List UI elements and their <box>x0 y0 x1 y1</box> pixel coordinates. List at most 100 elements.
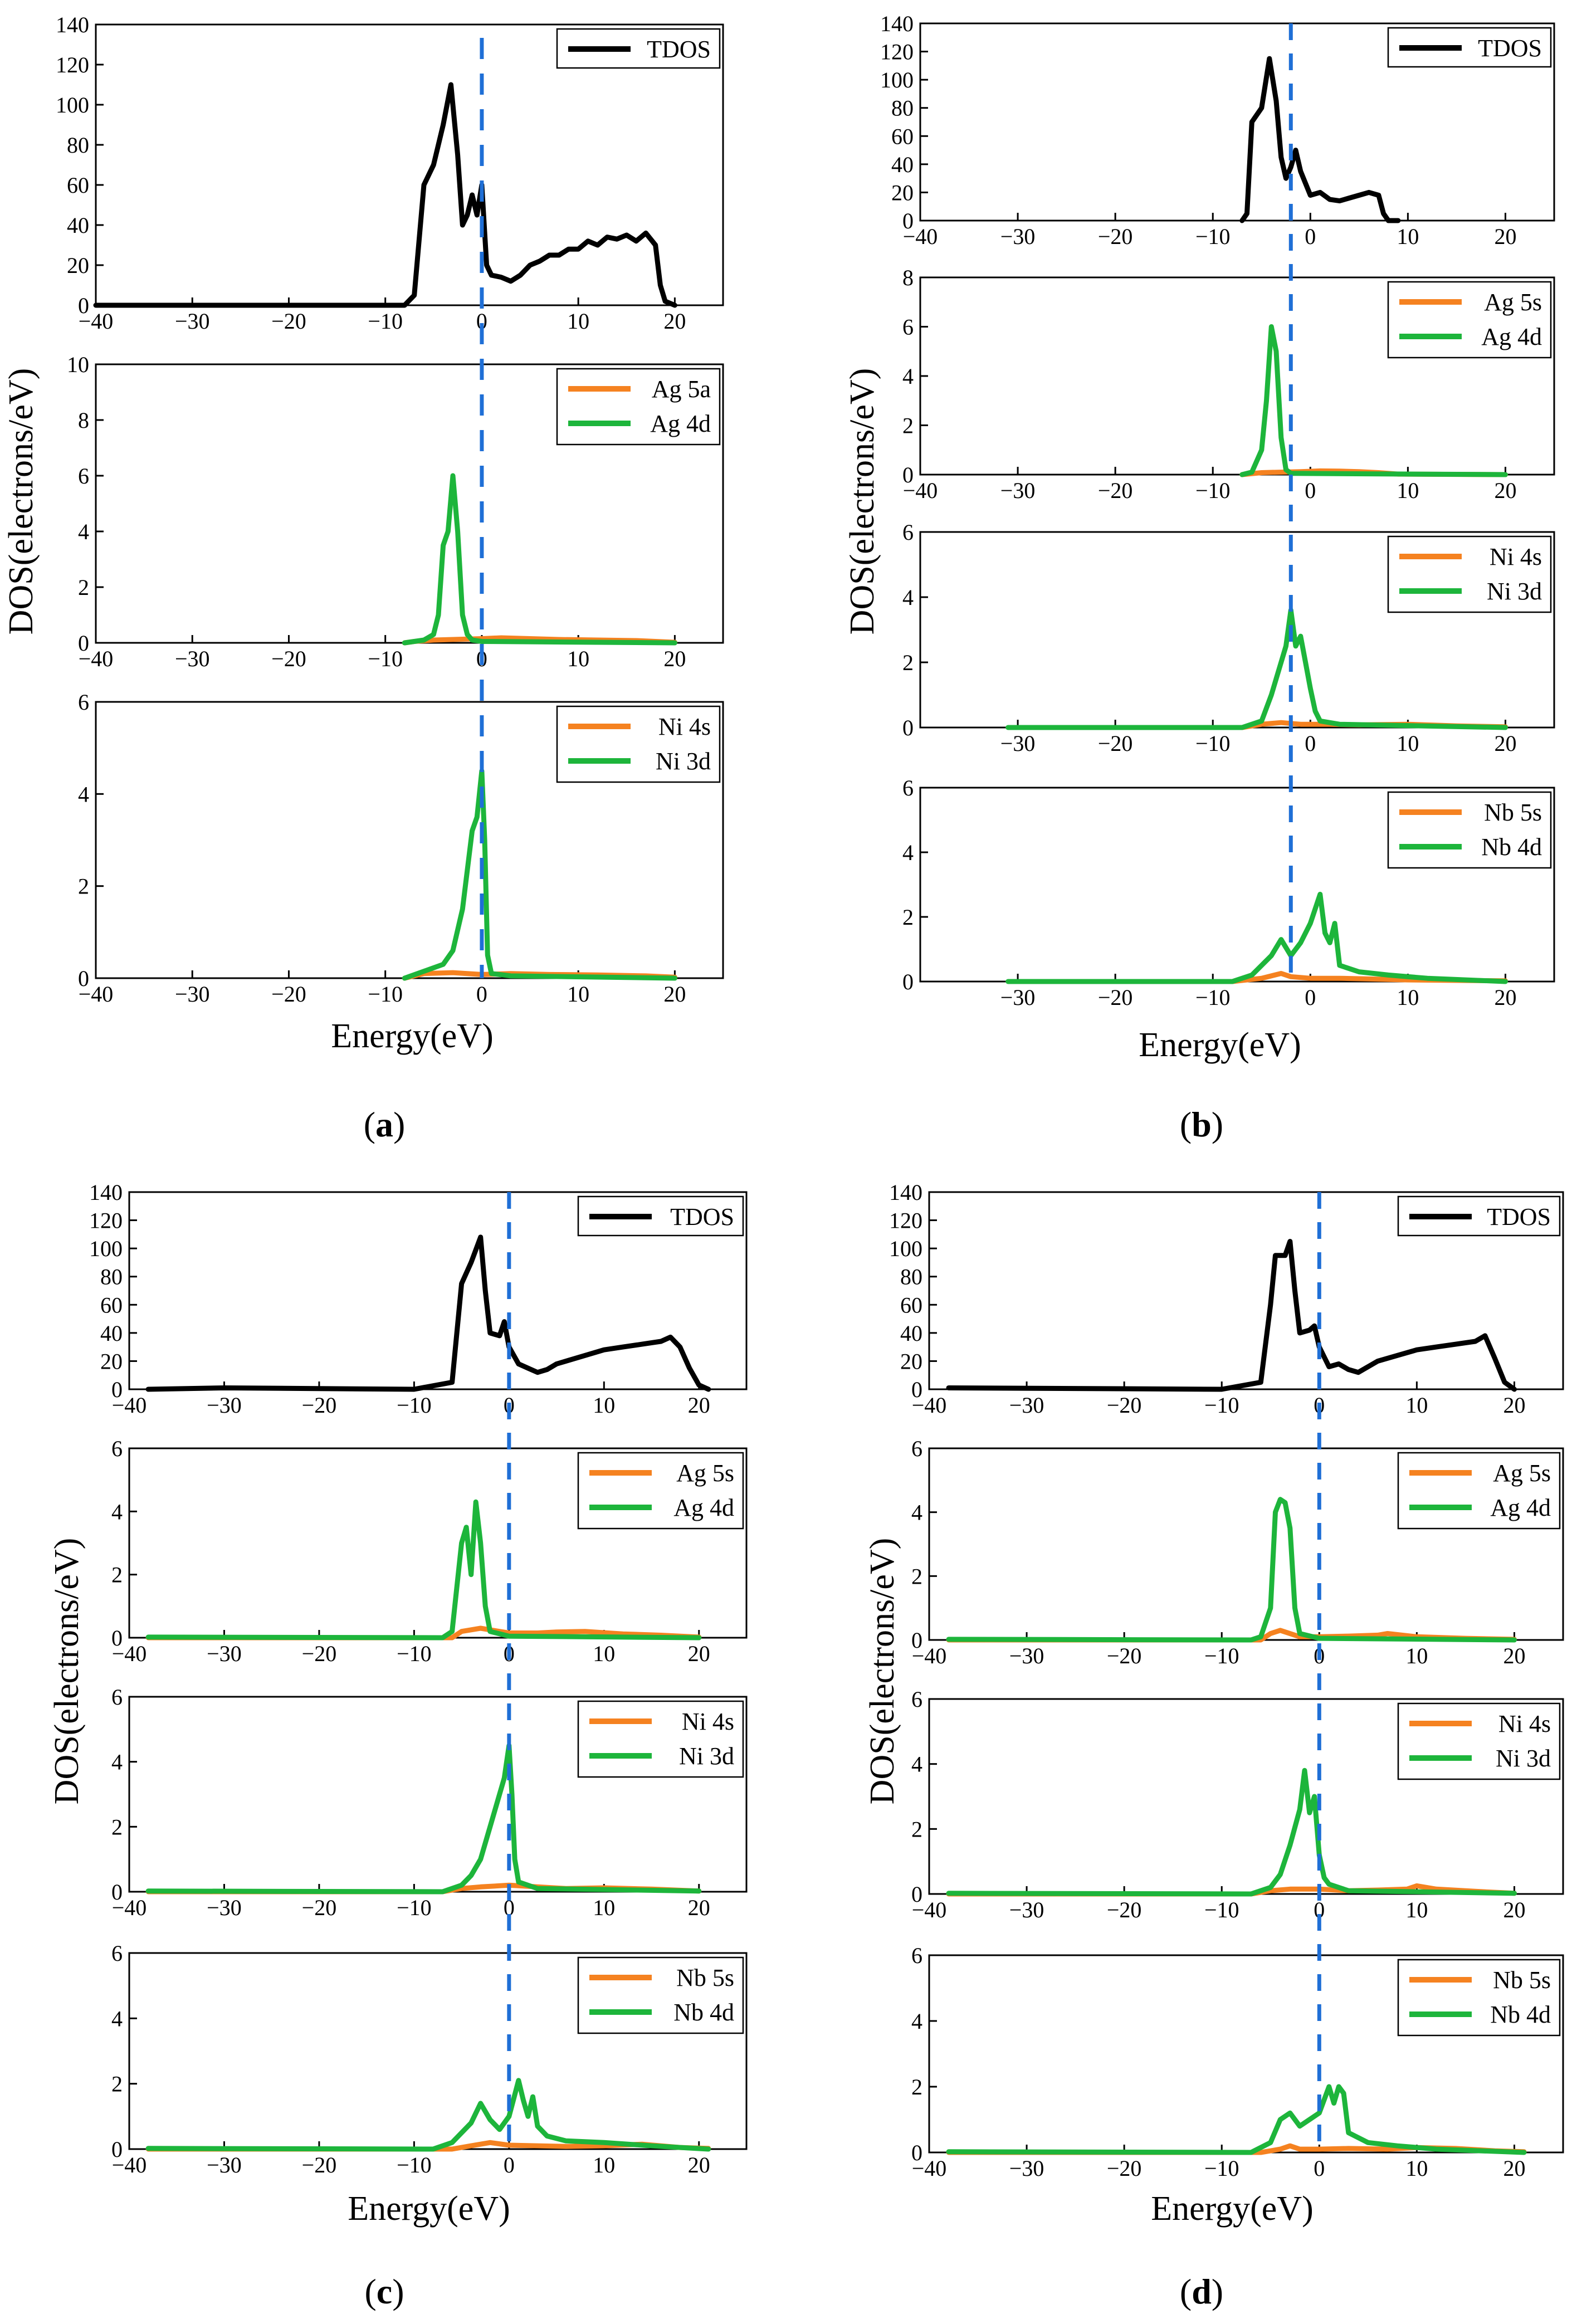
y-tick-label: 140 <box>56 12 89 37</box>
x-tick-label: 10 <box>1397 985 1419 1010</box>
series-line-tdos <box>1239 56 1401 223</box>
x-tick-label: −10 <box>1204 2156 1239 2181</box>
x-tick-label: −10 <box>397 2152 432 2177</box>
x-tick-label: −40 <box>912 1897 947 1922</box>
legend-box <box>577 1700 744 1778</box>
x-tick-label: −40 <box>79 309 114 334</box>
y-tick-label: 0 <box>78 966 89 991</box>
x-tick-label: −40 <box>912 2156 947 2181</box>
y-tick-label: 120 <box>89 1208 123 1233</box>
x-tick-label: −10 <box>368 309 403 334</box>
y-tick-label: 4 <box>911 2009 922 2034</box>
y-tick-label: 100 <box>889 1236 922 1261</box>
x-tick-label: −10 <box>368 646 403 671</box>
y-tick-label: 100 <box>89 1236 123 1261</box>
y-tick-label: 2 <box>111 2072 123 2097</box>
plot-frame <box>95 23 724 306</box>
series-line-nb-4d <box>145 2078 711 2152</box>
legend-box <box>1397 1959 1561 2037</box>
y-tick-label: 0 <box>78 293 89 318</box>
y-axis-title: DOS(electrons/eV) <box>2 368 40 635</box>
x-tick-label: 10 <box>567 982 589 1007</box>
panel-label-letter: d <box>1192 2272 1212 2311</box>
plot-frame <box>128 1191 748 1390</box>
y-tick-label: 2 <box>911 2074 922 2100</box>
x-tick-label: −30 <box>207 1393 242 1418</box>
x-axis-title: Energy(eV) <box>1151 2190 1314 2228</box>
legend-entry: Ni 3d <box>1487 578 1542 605</box>
y-tick-label: 4 <box>111 1499 123 1524</box>
x-tick-label: 10 <box>1397 731 1419 756</box>
x-tick-label: 10 <box>1405 1897 1428 1922</box>
legend-box <box>1387 281 1552 359</box>
legend-box <box>1387 791 1552 869</box>
x-tick-label: −20 <box>1098 224 1133 249</box>
y-tick-label: 0 <box>911 1628 922 1653</box>
y-tick-label: 6 <box>911 1687 922 1712</box>
x-tick-label: −40 <box>112 1393 147 1418</box>
legend-box <box>577 1956 744 2034</box>
y-tick-label: 40 <box>100 1321 123 1346</box>
x-tick-label: −40 <box>112 1895 147 1920</box>
x-tick-label: 20 <box>663 982 686 1007</box>
y-tick-label: 6 <box>902 315 914 340</box>
subplot-c-4: −40 −30 −20 −10 0 10 20 0 2 4 6 Nb 5s Nb 4d <box>111 1941 748 2177</box>
panel-c: −40−30−20−1001020020406080100120140TDOS−… <box>48 1180 748 2311</box>
y-tick-label: 80 <box>900 1264 922 1290</box>
plot-frame <box>928 1191 1564 1390</box>
series-line-ag-4d <box>1239 324 1508 477</box>
x-tick-label: −10 <box>1195 985 1231 1010</box>
subplot-d-4: −40 −30 −20 −10 0 10 20 0 2 4 6 Nb 5s Nb 4d <box>911 1943 1564 2181</box>
x-tick-label: 0 <box>1305 731 1316 756</box>
x-tick-label: 0 <box>1305 224 1316 249</box>
legend-entry: Nb 5s <box>1484 799 1542 826</box>
x-tick-label: −30 <box>175 646 210 671</box>
y-tick-label: 4 <box>902 364 914 389</box>
x-tick-label: −20 <box>271 982 306 1007</box>
y-tick-label: 0 <box>111 2137 123 2162</box>
y-tick-label: 140 <box>889 1180 922 1205</box>
x-tick-label: 20 <box>1494 478 1516 503</box>
x-tick-label: −30 <box>207 1895 242 1920</box>
legend-entry: Nb 5s <box>676 1964 734 1991</box>
y-tick-label: 100 <box>880 67 914 92</box>
x-tick-label: 20 <box>1503 1897 1525 1922</box>
x-tick-label: −40 <box>912 1643 947 1668</box>
legend-entry: Nb 4d <box>1481 833 1542 861</box>
y-tick-label: 6 <box>111 1941 123 1966</box>
panel-label: (c) <box>364 2272 404 2311</box>
y-tick-label: 4 <box>78 782 89 807</box>
y-tick-label: 60 <box>67 173 89 198</box>
legend-entry: TDOS <box>647 36 711 63</box>
y-tick-label: 6 <box>111 1685 123 1710</box>
x-axis-title: Energy(eV) <box>348 2190 510 2228</box>
x-tick-label: 20 <box>1494 985 1516 1010</box>
x-tick-label: −30 <box>1000 985 1036 1010</box>
y-tick-label: 140 <box>880 11 914 36</box>
y-tick-label: 2 <box>902 650 914 675</box>
y-tick-label: 4 <box>78 519 89 544</box>
x-tick-label: 10 <box>593 2152 615 2177</box>
x-tick-label: −10 <box>1195 224 1231 249</box>
x-tick-label: 20 <box>1503 1643 1525 1668</box>
x-axis-title: Energy(eV) <box>1139 1026 1301 1064</box>
y-tick-label: 10 <box>67 352 89 377</box>
legend-entry: TDOS <box>670 1203 734 1231</box>
x-tick-label: −20 <box>302 1641 337 1666</box>
legend-entry: Ni 3d <box>679 1742 734 1770</box>
y-tick-label: 80 <box>891 96 914 121</box>
legend-entry: Nb 4d <box>673 1999 734 2026</box>
legend-entry: Nb 4d <box>1490 2001 1551 2028</box>
x-tick-label: −10 <box>397 1393 432 1418</box>
legend-entry: Ag 5s <box>1484 289 1542 316</box>
x-tick-label: 20 <box>1494 224 1516 249</box>
y-tick-label: 2 <box>902 413 914 438</box>
panel-label-open: ( <box>1180 1105 1192 1144</box>
y-tick-label: 2 <box>78 874 89 899</box>
legend-box <box>1397 1702 1561 1780</box>
legend-entry: TDOS <box>1478 35 1542 62</box>
x-tick-label: 20 <box>688 2152 710 2177</box>
x-tick-label: 20 <box>688 1641 710 1666</box>
legend-entry: Ag 5a <box>652 375 711 403</box>
